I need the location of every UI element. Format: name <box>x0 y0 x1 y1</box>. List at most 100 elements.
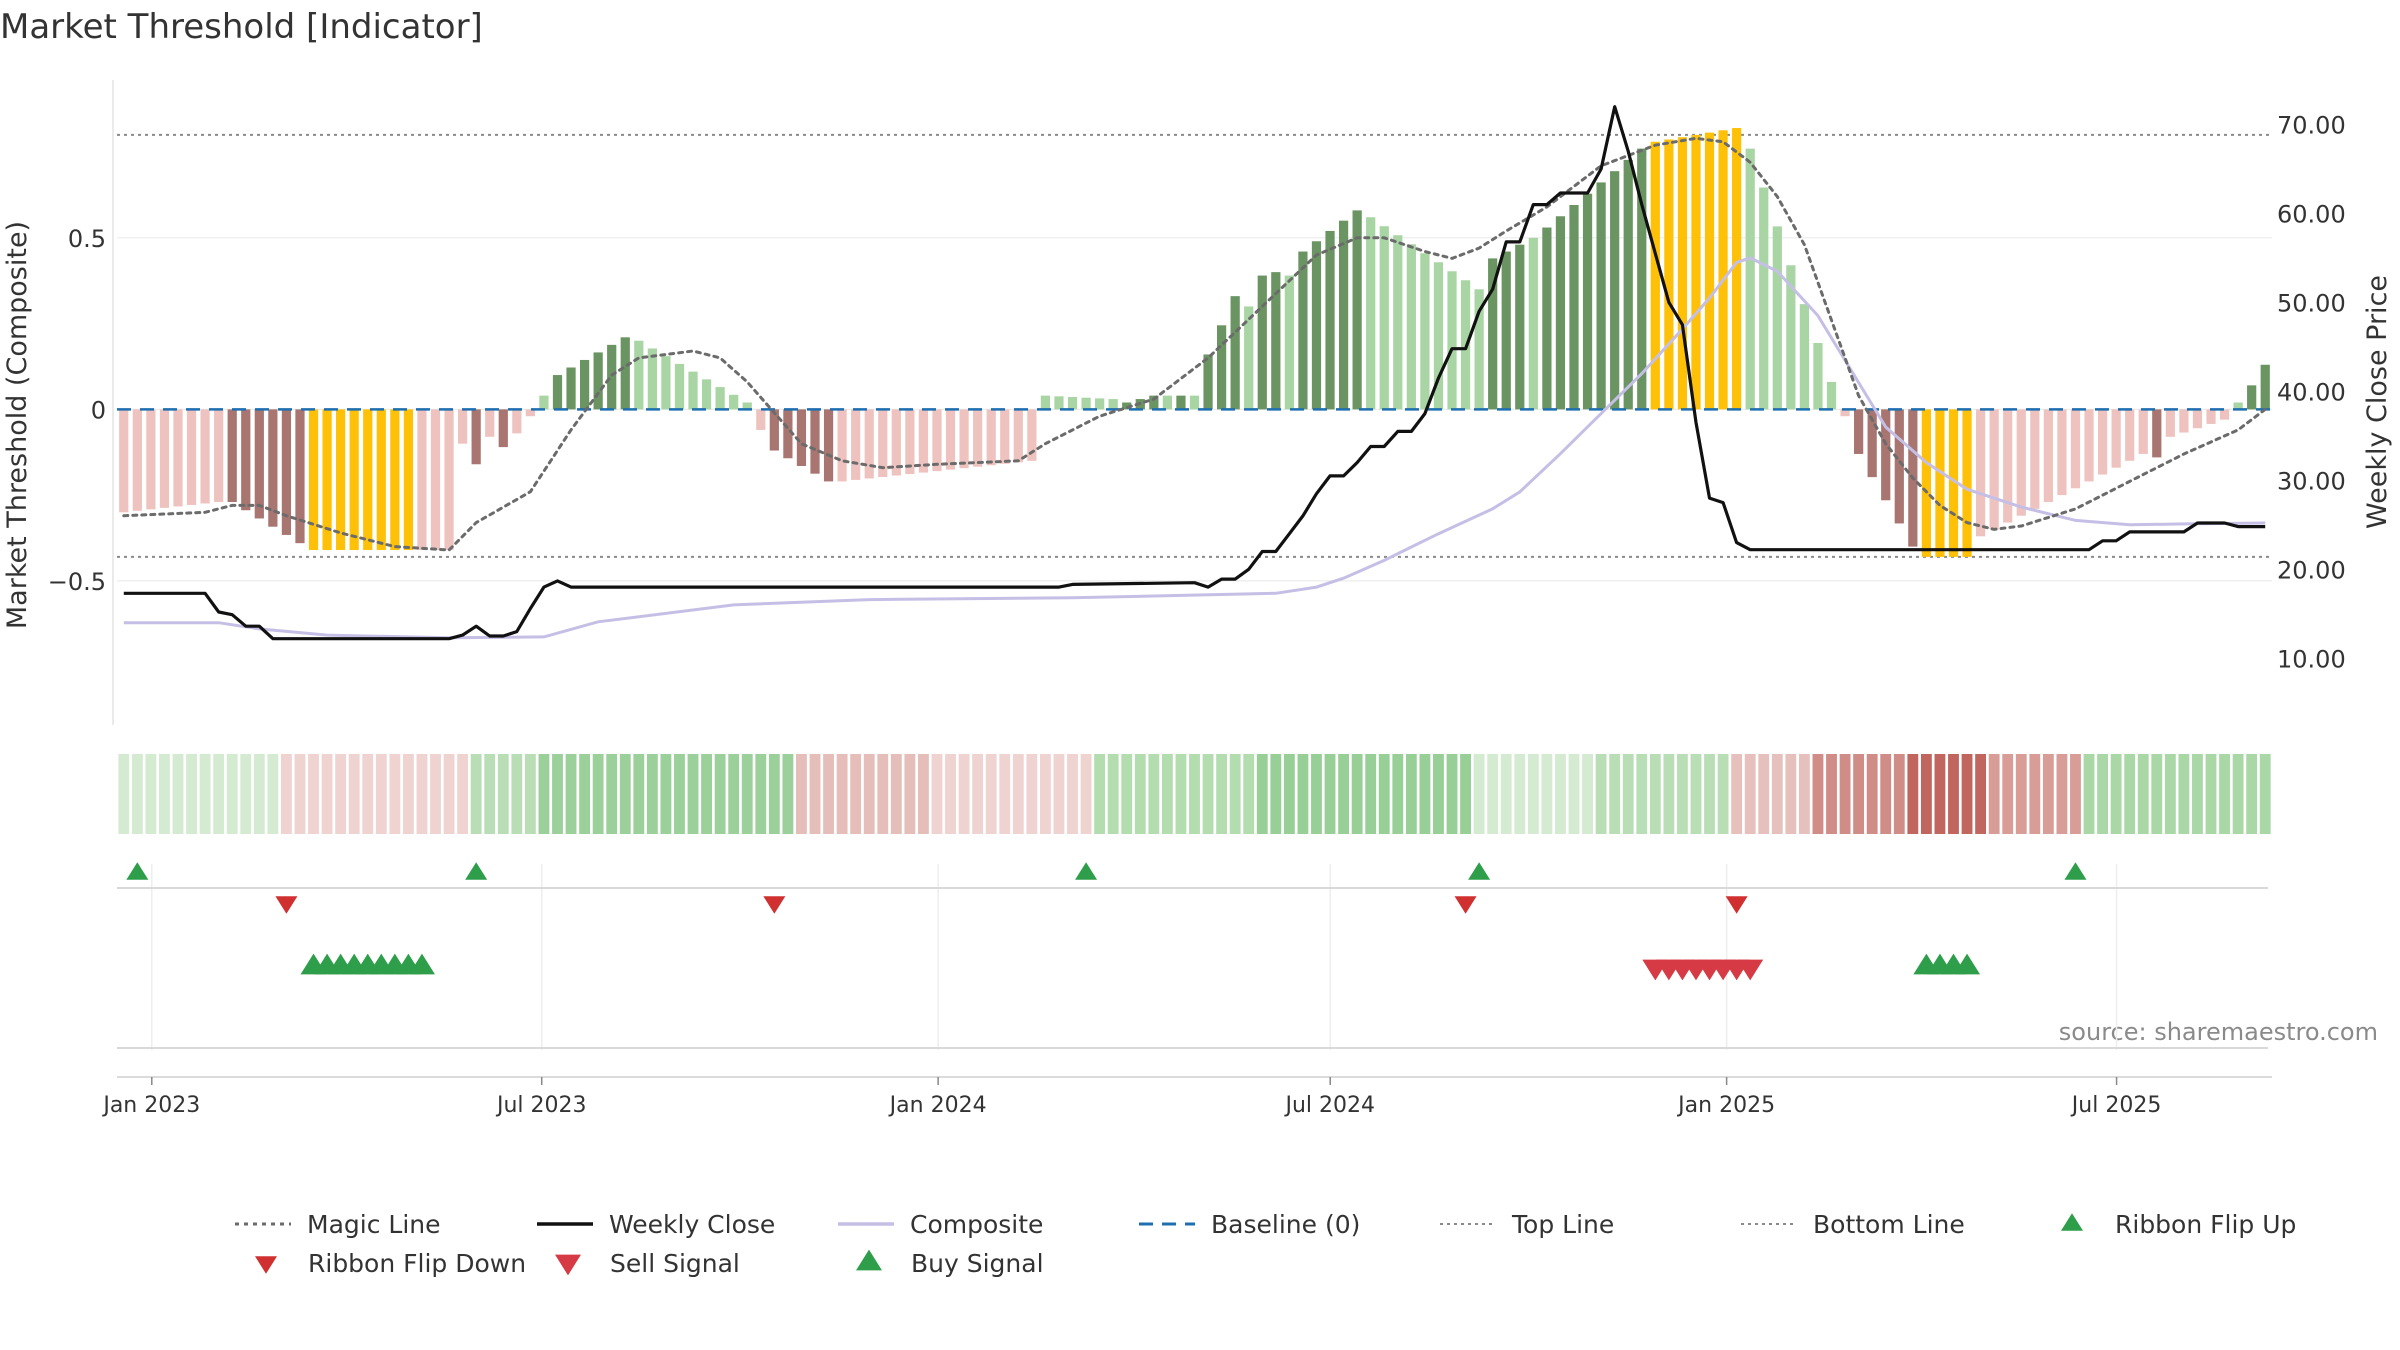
ribbon-cell <box>836 754 848 834</box>
composite-bar <box>620 337 630 410</box>
ribbon-cell <box>606 754 618 834</box>
composite-bar <box>1162 395 1173 410</box>
ribbon-cell <box>1785 754 1797 834</box>
composite-bar <box>2016 409 2026 516</box>
composite-bar <box>1081 397 1091 410</box>
legend-label: Baseline (0) <box>1211 1210 1360 1239</box>
ribbon-cell <box>1920 754 1932 834</box>
composite-bar <box>539 395 549 410</box>
composite-bar <box>1677 137 1688 410</box>
ribbon-cell <box>2015 754 2027 834</box>
ribbon-cell <box>646 754 658 834</box>
composite-bar <box>1596 182 1606 410</box>
right-tick-label: 60.00 <box>2277 200 2346 228</box>
composite-bar <box>2084 409 2094 482</box>
legend-label: Buy Signal <box>911 1249 1044 1278</box>
composite-bar <box>579 359 590 410</box>
ribbon-cell <box>890 754 902 834</box>
trend-ribbon <box>118 754 2271 834</box>
ribbon-cell <box>619 754 631 834</box>
ribbon-cell <box>538 754 550 834</box>
buy-signal-marker <box>1954 953 1981 975</box>
composite-bar <box>1989 409 1999 530</box>
weekly-close-line <box>123 105 2266 641</box>
x-tick-label: Jul 2023 <box>495 1093 587 1118</box>
ribbon-cell <box>1812 754 1824 834</box>
composite-bar <box>308 409 319 551</box>
composite-bar <box>2219 409 2230 420</box>
ribbon-flip-down-marker <box>1725 896 1748 914</box>
ribbon-cell <box>118 754 130 834</box>
composite-bar <box>1000 409 1010 464</box>
right-tick-label: 10.00 <box>2277 645 2346 673</box>
legend-label: Weekly Close <box>609 1210 775 1239</box>
ribbon-flip-up-marker <box>126 862 149 880</box>
ribbon-cell <box>267 754 279 834</box>
left-tick-label: −0.5 <box>48 568 106 596</box>
ribbon-cell <box>280 754 292 834</box>
composite-bar <box>1501 251 1511 410</box>
ribbon-cell <box>1798 754 1810 834</box>
ribbon-cell <box>1392 754 1404 834</box>
composite-bar <box>634 340 644 410</box>
composite-bar <box>295 409 305 544</box>
composite-bar <box>769 409 779 451</box>
legend-swatch <box>555 1254 581 1276</box>
ribbon-cell <box>1541 754 1553 834</box>
composite-bar <box>647 348 657 410</box>
ribbon-cell <box>972 754 984 834</box>
composite-bar <box>796 409 807 466</box>
ribbon-cell <box>2219 754 2230 834</box>
ribbon-cell <box>687 754 699 834</box>
composite-bar <box>2003 409 2013 523</box>
composite-bar <box>701 379 712 410</box>
composite-bar <box>2030 409 2040 509</box>
composite-bar <box>281 409 292 535</box>
composite-bar <box>1311 241 1322 410</box>
composite-bar <box>1393 235 1403 410</box>
ribbon-cell <box>1161 754 1173 834</box>
composite-bar <box>1935 409 1945 557</box>
composite-bar <box>173 409 183 507</box>
legend-swatch <box>255 1256 277 1274</box>
composite-bar <box>2206 409 2216 424</box>
composite-bar <box>1772 226 1782 410</box>
composite-bar <box>1216 325 1227 410</box>
composite-bar <box>1433 262 1444 410</box>
series-lines <box>117 105 2272 641</box>
composite-bar <box>837 409 847 482</box>
composite-bar <box>200 409 210 504</box>
legend-label: Composite <box>910 1210 1043 1239</box>
buy-signal-marker <box>408 953 435 975</box>
ribbon-cell <box>1853 754 1865 834</box>
ribbon-cell <box>1649 754 1661 834</box>
composite-bar <box>2097 409 2108 475</box>
ribbon-cell <box>416 754 428 834</box>
ribbon-cell <box>2205 754 2217 834</box>
legend-label: Top Line <box>1511 1210 1614 1239</box>
ribbon-cell <box>2002 754 2014 834</box>
composite-bar <box>2138 409 2148 454</box>
left-tick-label: 0 <box>91 396 106 424</box>
composite-bar <box>1840 409 1850 417</box>
ribbon-cell <box>443 754 455 834</box>
ribbon-flip-up-marker <box>1075 862 1098 880</box>
composite-bar <box>390 409 400 551</box>
composite-bar <box>1759 187 1769 410</box>
ribbon-cell <box>552 754 563 834</box>
composite-bar <box>2043 409 2053 502</box>
composite-bar <box>1488 258 1498 410</box>
ribbon-cell <box>199 754 211 834</box>
ribbon-cell <box>1107 754 1119 834</box>
ribbon-cell <box>863 754 875 834</box>
composite-bar <box>1921 409 1931 557</box>
composite-bar <box>1203 354 1213 410</box>
ribbon-cell <box>2056 754 2068 834</box>
ribbon-cell <box>389 754 401 834</box>
ribbon-cell <box>1094 754 1106 834</box>
composite-bar <box>959 409 969 469</box>
right-tick-label: 40.00 <box>2277 378 2346 406</box>
composite-bar <box>241 409 251 511</box>
composite-bar <box>1298 251 1308 410</box>
ribbon-cell <box>2192 754 2203 834</box>
